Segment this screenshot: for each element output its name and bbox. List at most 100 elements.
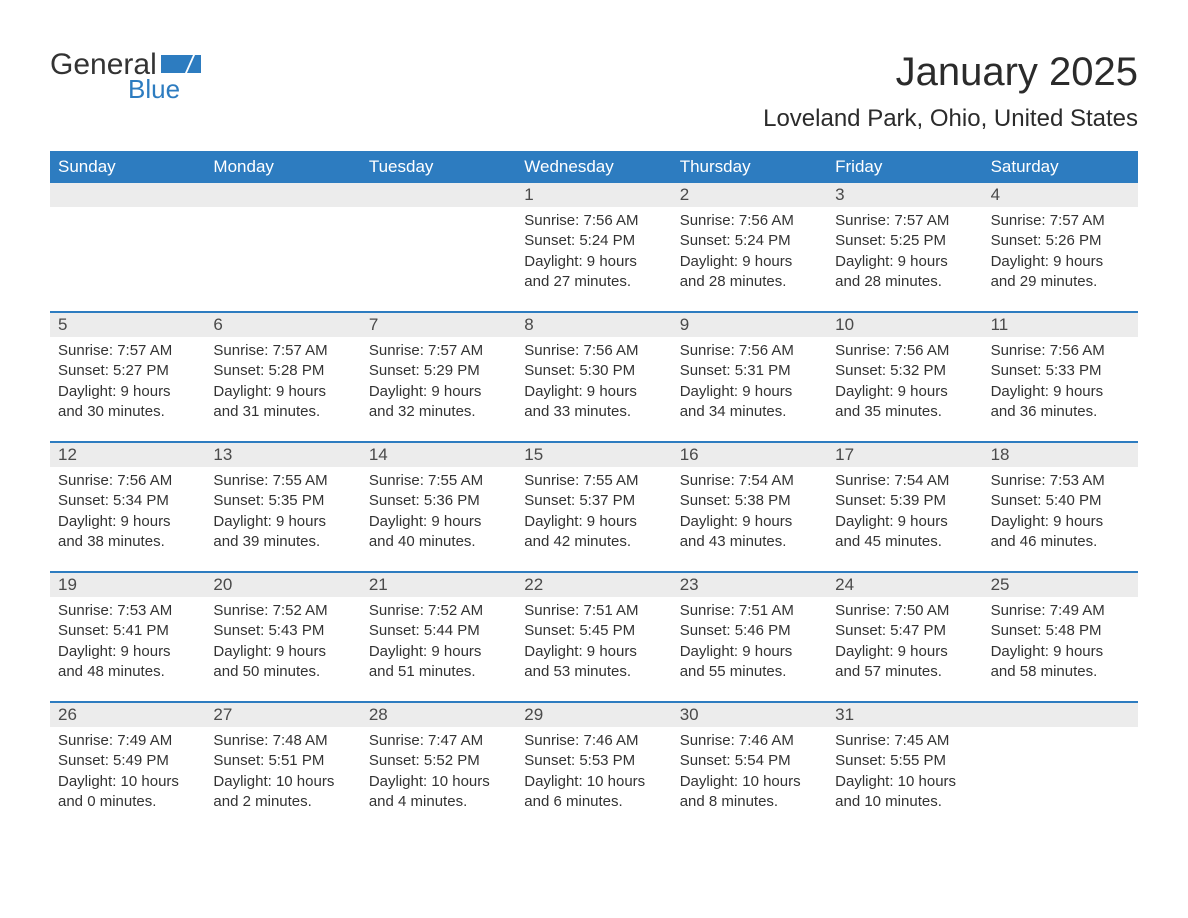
sunset-text: Sunset: 5:30 PM [524, 361, 663, 381]
day-details: Sunrise: 7:56 AMSunset: 5:34 PMDaylight:… [50, 467, 205, 562]
day-details: Sunrise: 7:50 AMSunset: 5:47 PMDaylight:… [827, 597, 982, 692]
day-details: Sunrise: 7:56 AMSunset: 5:31 PMDaylight:… [672, 337, 827, 432]
sunset-text: Sunset: 5:51 PM [213, 751, 352, 771]
sunset-text: Sunset: 5:27 PM [58, 361, 197, 381]
sunrise-text: Sunrise: 7:52 AM [369, 601, 508, 621]
sunset-text: Sunset: 5:54 PM [680, 751, 819, 771]
daylight-text: Daylight: 9 hours and 46 minutes. [991, 512, 1130, 553]
sunrise-text: Sunrise: 7:50 AM [835, 601, 974, 621]
day-details: Sunrise: 7:56 AMSunset: 5:24 PMDaylight:… [516, 207, 671, 302]
sunrise-text: Sunrise: 7:49 AM [58, 731, 197, 751]
daylight-text: Daylight: 9 hours and 58 minutes. [991, 642, 1130, 683]
sunrise-text: Sunrise: 7:52 AM [213, 601, 352, 621]
sunset-text: Sunset: 5:29 PM [369, 361, 508, 381]
day-number: 21 [361, 573, 516, 597]
day-details: Sunrise: 7:56 AMSunset: 5:33 PMDaylight:… [983, 337, 1138, 432]
sunrise-text: Sunrise: 7:51 AM [680, 601, 819, 621]
day-number: 9 [672, 313, 827, 337]
day-number: 30 [672, 703, 827, 727]
sunset-text: Sunset: 5:31 PM [680, 361, 819, 381]
calendar-cell: 3Sunrise: 7:57 AMSunset: 5:25 PMDaylight… [827, 183, 982, 311]
day-number: 18 [983, 443, 1138, 467]
day-number: 23 [672, 573, 827, 597]
day-number: 3 [827, 183, 982, 207]
logo: General Blue [50, 50, 201, 102]
sunrise-text: Sunrise: 7:57 AM [58, 341, 197, 361]
sunset-text: Sunset: 5:45 PM [524, 621, 663, 641]
calendar-header-cell: Thursday [672, 151, 827, 183]
sunrise-text: Sunrise: 7:46 AM [524, 731, 663, 751]
calendar-cell: 25Sunrise: 7:49 AMSunset: 5:48 PMDayligh… [983, 573, 1138, 701]
calendar-cell: 7Sunrise: 7:57 AMSunset: 5:29 PMDaylight… [361, 313, 516, 441]
calendar-cell: 26Sunrise: 7:49 AMSunset: 5:49 PMDayligh… [50, 703, 205, 831]
day-number: 6 [205, 313, 360, 337]
day-details: Sunrise: 7:52 AMSunset: 5:44 PMDaylight:… [361, 597, 516, 692]
sunrise-text: Sunrise: 7:57 AM [369, 341, 508, 361]
day-details: Sunrise: 7:56 AMSunset: 5:32 PMDaylight:… [827, 337, 982, 432]
sunset-text: Sunset: 5:25 PM [835, 231, 974, 251]
logo-text-blue: Blue [128, 76, 180, 102]
day-details: Sunrise: 7:49 AMSunset: 5:49 PMDaylight:… [50, 727, 205, 822]
daylight-text: Daylight: 9 hours and 36 minutes. [991, 382, 1130, 423]
calendar-cell: 28Sunrise: 7:47 AMSunset: 5:52 PMDayligh… [361, 703, 516, 831]
page-title: January 2025 [763, 50, 1138, 95]
day-details: Sunrise: 7:56 AMSunset: 5:24 PMDaylight:… [672, 207, 827, 302]
day-number: 10 [827, 313, 982, 337]
day-number: 1 [516, 183, 671, 207]
calendar-header-cell: Friday [827, 151, 982, 183]
calendar-cell: 4Sunrise: 7:57 AMSunset: 5:26 PMDaylight… [983, 183, 1138, 311]
calendar-week-row: 5Sunrise: 7:57 AMSunset: 5:27 PMDaylight… [50, 311, 1138, 441]
calendar-cell: 5Sunrise: 7:57 AMSunset: 5:27 PMDaylight… [50, 313, 205, 441]
sunset-text: Sunset: 5:49 PM [58, 751, 197, 771]
calendar-cell: 1Sunrise: 7:56 AMSunset: 5:24 PMDaylight… [516, 183, 671, 311]
calendar-cell: 29Sunrise: 7:46 AMSunset: 5:53 PMDayligh… [516, 703, 671, 831]
daylight-text: Daylight: 9 hours and 50 minutes. [213, 642, 352, 683]
sunrise-text: Sunrise: 7:46 AM [680, 731, 819, 751]
sunrise-text: Sunrise: 7:56 AM [680, 341, 819, 361]
sunrise-text: Sunrise: 7:53 AM [991, 471, 1130, 491]
calendar-cell [983, 703, 1138, 831]
daylight-text: Daylight: 10 hours and 4 minutes. [369, 772, 508, 813]
sunrise-text: Sunrise: 7:54 AM [835, 471, 974, 491]
sunset-text: Sunset: 5:36 PM [369, 491, 508, 511]
daylight-text: Daylight: 9 hours and 53 minutes. [524, 642, 663, 683]
calendar-cell: 2Sunrise: 7:56 AMSunset: 5:24 PMDaylight… [672, 183, 827, 311]
calendar-week-row: 1Sunrise: 7:56 AMSunset: 5:24 PMDaylight… [50, 183, 1138, 311]
daylight-text: Daylight: 9 hours and 48 minutes. [58, 642, 197, 683]
day-details: Sunrise: 7:57 AMSunset: 5:28 PMDaylight:… [205, 337, 360, 432]
calendar-cell: 13Sunrise: 7:55 AMSunset: 5:35 PMDayligh… [205, 443, 360, 571]
daylight-text: Daylight: 10 hours and 0 minutes. [58, 772, 197, 813]
day-number: 7 [361, 313, 516, 337]
sunrise-text: Sunrise: 7:57 AM [213, 341, 352, 361]
calendar-cell: 20Sunrise: 7:52 AMSunset: 5:43 PMDayligh… [205, 573, 360, 701]
calendar-cell: 19Sunrise: 7:53 AMSunset: 5:41 PMDayligh… [50, 573, 205, 701]
day-number: 31 [827, 703, 982, 727]
day-number: 13 [205, 443, 360, 467]
calendar-header-cell: Monday [205, 151, 360, 183]
sunset-text: Sunset: 5:39 PM [835, 491, 974, 511]
sunset-text: Sunset: 5:33 PM [991, 361, 1130, 381]
day-details: Sunrise: 7:49 AMSunset: 5:48 PMDaylight:… [983, 597, 1138, 692]
day-number: 16 [672, 443, 827, 467]
daylight-text: Daylight: 9 hours and 33 minutes. [524, 382, 663, 423]
daylight-text: Daylight: 9 hours and 31 minutes. [213, 382, 352, 423]
sunset-text: Sunset: 5:43 PM [213, 621, 352, 641]
calendar-cell: 23Sunrise: 7:51 AMSunset: 5:46 PMDayligh… [672, 573, 827, 701]
sunrise-text: Sunrise: 7:56 AM [524, 211, 663, 231]
day-details: Sunrise: 7:57 AMSunset: 5:27 PMDaylight:… [50, 337, 205, 432]
title-block: January 2025 Loveland Park, Ohio, United… [763, 50, 1138, 133]
sunrise-text: Sunrise: 7:56 AM [991, 341, 1130, 361]
calendar-cell: 30Sunrise: 7:46 AMSunset: 5:54 PMDayligh… [672, 703, 827, 831]
day-number: 24 [827, 573, 982, 597]
daylight-text: Daylight: 10 hours and 2 minutes. [213, 772, 352, 813]
sunset-text: Sunset: 5:40 PM [991, 491, 1130, 511]
sunrise-text: Sunrise: 7:53 AM [58, 601, 197, 621]
calendar-cell: 31Sunrise: 7:45 AMSunset: 5:55 PMDayligh… [827, 703, 982, 831]
sunset-text: Sunset: 5:53 PM [524, 751, 663, 771]
flag-icon [161, 55, 201, 75]
daylight-text: Daylight: 9 hours and 28 minutes. [680, 252, 819, 293]
daylight-text: Daylight: 10 hours and 6 minutes. [524, 772, 663, 813]
daylight-text: Daylight: 9 hours and 27 minutes. [524, 252, 663, 293]
calendar-cell [361, 183, 516, 311]
daylight-text: Daylight: 9 hours and 45 minutes. [835, 512, 974, 553]
